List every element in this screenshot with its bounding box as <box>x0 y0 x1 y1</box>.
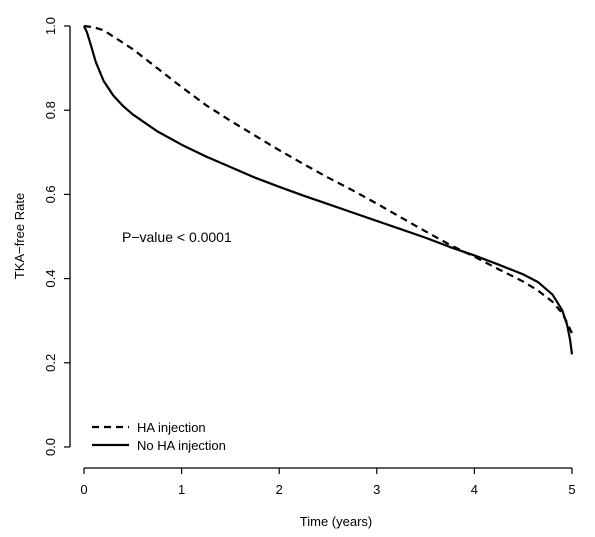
y-tick-label: 0.2 <box>43 354 58 372</box>
p-value-annotation: P−value < 0.0001 <box>122 229 232 245</box>
series-line-no-ha-injection <box>83 25 574 355</box>
y-tick-label: 0.0 <box>43 438 58 456</box>
y-tick-label: 0.4 <box>43 270 58 288</box>
x-tick-label: 3 <box>373 482 380 497</box>
x-tick-label: 1 <box>178 482 185 497</box>
x-axis-title: Time (years) <box>300 514 372 529</box>
series-line-ha-injection <box>83 24 573 334</box>
legend: HA injection No HA injection <box>92 420 226 453</box>
y-axis-title: TKA−free Rate <box>12 193 27 279</box>
y-tick-label: 0.6 <box>43 185 58 203</box>
x-tick-label: 2 <box>276 482 283 497</box>
x-axis-ticks: 0 1 2 3 4 5 <box>80 468 576 497</box>
x-tick-label: 5 <box>568 482 575 497</box>
legend-label-no-ha-injection: No HA injection <box>137 438 226 453</box>
y-tick-label: 1.0 <box>43 17 58 35</box>
y-tick-label: 0.8 <box>43 101 58 119</box>
x-tick-label: 0 <box>80 482 87 497</box>
series-layer <box>83 24 574 355</box>
plot-area: 0 1 2 3 4 5 0.0 0.2 0.4 0.6 0.8 1.0 <box>43 17 576 497</box>
legend-label-ha-injection: HA injection <box>137 420 206 435</box>
x-tick-label: 4 <box>471 482 478 497</box>
y-axis-ticks: 0.0 0.2 0.4 0.6 0.8 1.0 <box>43 17 70 456</box>
